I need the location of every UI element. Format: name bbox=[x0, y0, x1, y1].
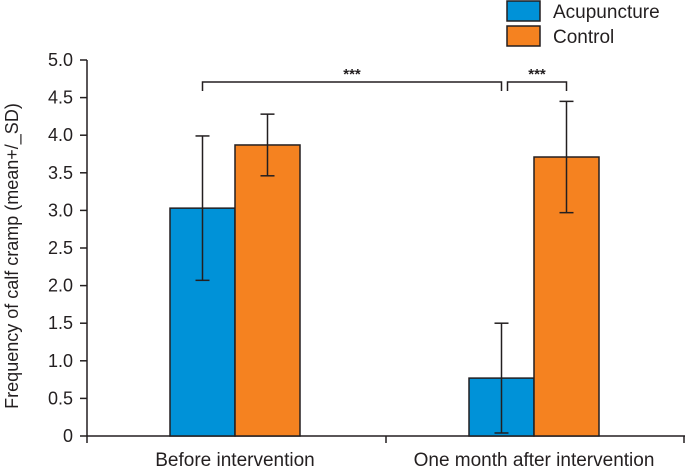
bars bbox=[169, 144, 600, 437]
significance-bracket bbox=[201, 81, 503, 91]
significance-bracket bbox=[506, 81, 568, 91]
y-tick-label: 2.5 bbox=[48, 238, 73, 258]
y-tick-label: 2.0 bbox=[48, 276, 73, 296]
significance-label: *** bbox=[343, 66, 361, 83]
y-tick-label: 0.5 bbox=[48, 388, 73, 408]
y-tick-label: 5.0 bbox=[48, 50, 73, 70]
significance-label: *** bbox=[528, 66, 546, 83]
y-tick-label: 1.5 bbox=[48, 313, 73, 333]
x-category-label: One month after intervention bbox=[414, 450, 655, 470]
significance-brackets: *** *** bbox=[201, 66, 568, 91]
error-bars bbox=[195, 100, 574, 434]
bar bbox=[234, 144, 301, 437]
y-tick-label: 3.5 bbox=[48, 163, 73, 183]
x-category-label: Before intervention bbox=[155, 450, 315, 470]
y-tick-label: 4.0 bbox=[48, 125, 73, 145]
bar bbox=[533, 156, 600, 437]
legend-swatch bbox=[506, 25, 541, 47]
x-axis: Before intervention One month after inter… bbox=[86, 435, 685, 470]
y-axis-title: Frequency of calf cramp (mean+/_SD) bbox=[2, 103, 23, 409]
legend-label: Acupuncture bbox=[553, 2, 660, 23]
legend-swatch bbox=[506, 0, 541, 22]
y-tick-label: 3.0 bbox=[48, 200, 73, 220]
y-tick-label: 1.0 bbox=[48, 351, 73, 371]
legend: Acupuncture Control bbox=[506, 0, 660, 48]
y-tick-label: 0 bbox=[63, 426, 73, 446]
y-axis: 0 0.5 1.0 1.5 2.0 2.5 3.0 3.5 4.0 4.5 5.0 bbox=[48, 50, 88, 446]
legend-label: Control bbox=[553, 27, 614, 48]
bar bbox=[169, 207, 236, 437]
y-tick-label: 4.5 bbox=[48, 88, 73, 108]
